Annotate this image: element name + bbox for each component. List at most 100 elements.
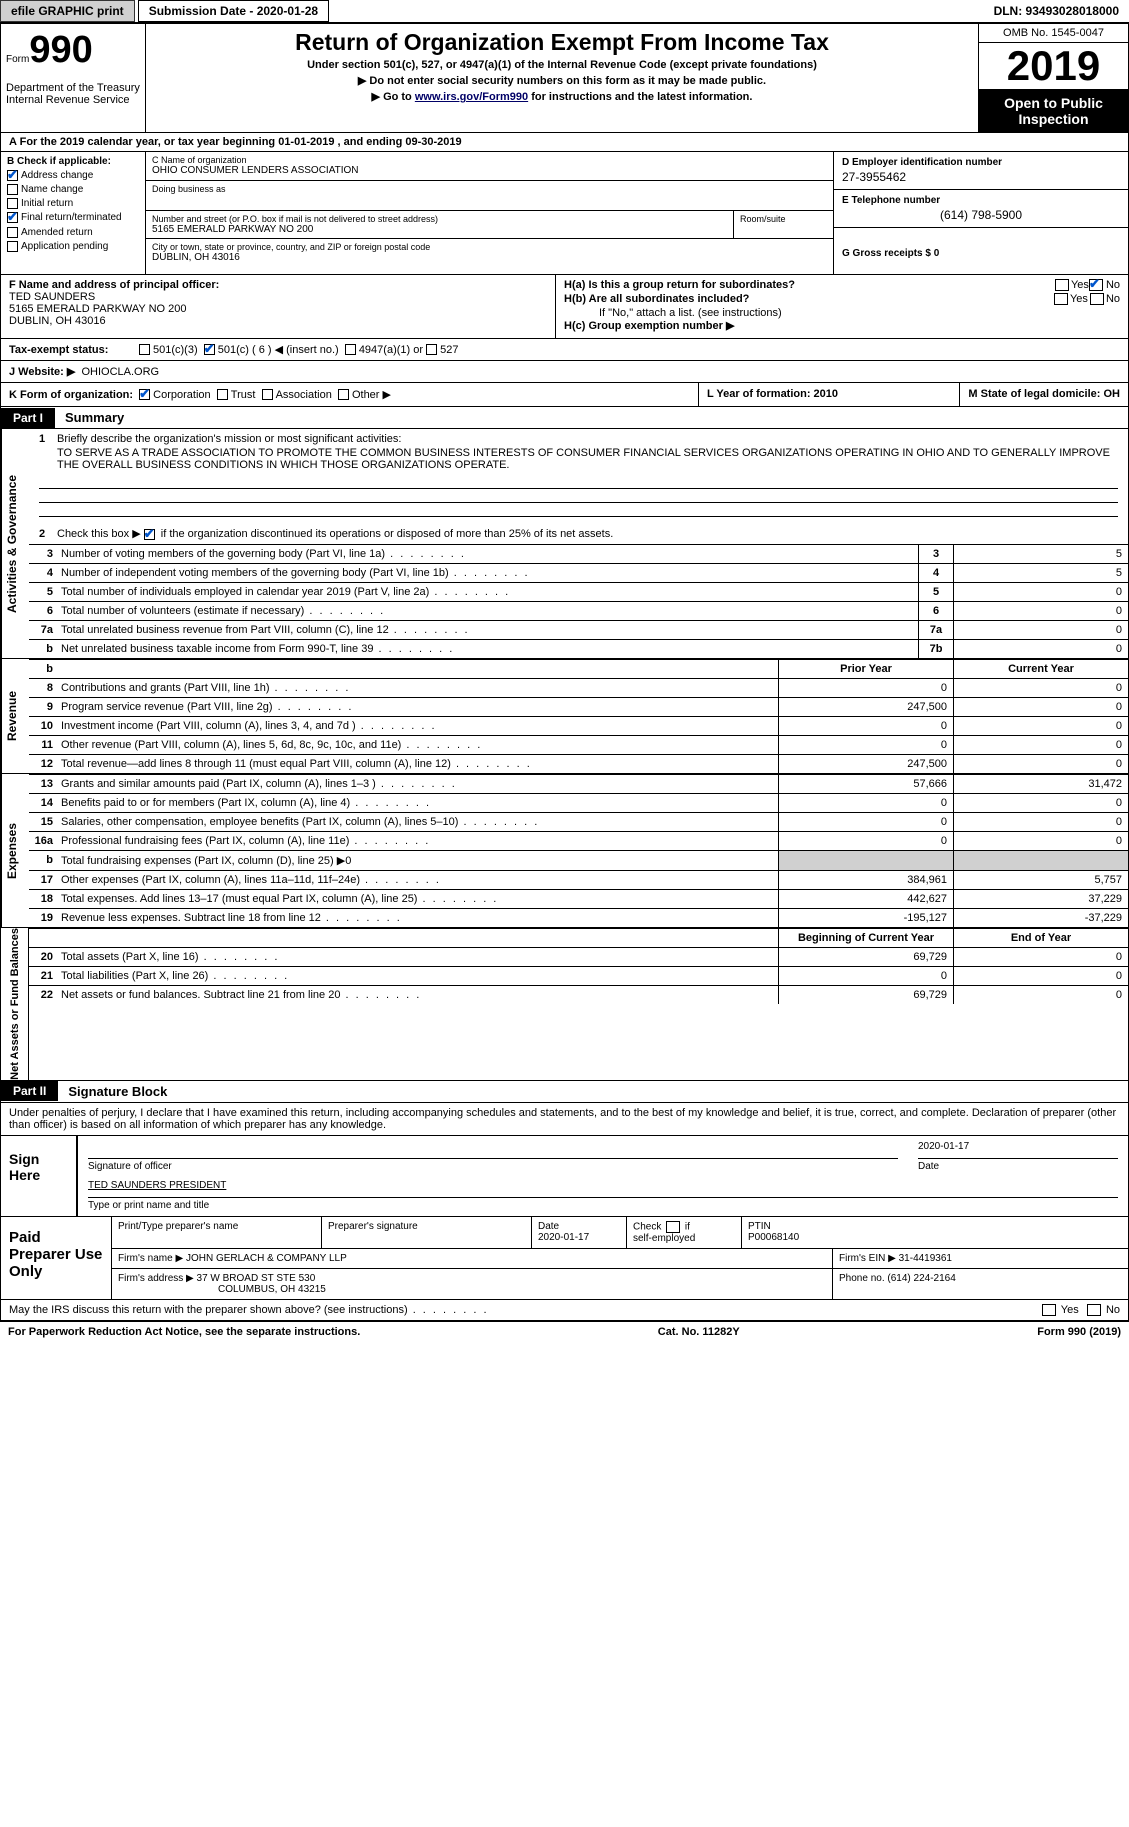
section-k-form-org: K Form of organization: Corporation Trus…	[1, 383, 698, 406]
gov-row-6: 6Total number of volunteers (estimate if…	[29, 601, 1128, 620]
paid-preparer-label: Paid Preparer Use Only	[1, 1217, 111, 1299]
ptin-cell: PTINP00068140	[742, 1217, 1128, 1248]
firm-name-cell: Firm's name ▶ JOHN GERLACH & COMPANY LLP	[112, 1249, 833, 1268]
preparer-signature-cell: Preparer's signature	[322, 1217, 532, 1248]
check-final-return[interactable]	[7, 212, 18, 223]
section-j-website: J Website: ▶ OHIOCLA.ORG	[0, 361, 1129, 383]
gov-row-7b: bNet unrelated business taxable income f…	[29, 639, 1128, 658]
check-application-pending[interactable]	[7, 241, 18, 252]
section-m-state-domicile: M State of legal domicile: OH	[960, 383, 1128, 406]
preparer-name-cell: Print/Type preparer's name	[112, 1217, 322, 1248]
section-k-l-m-row: K Form of organization: Corporation Trus…	[0, 383, 1129, 407]
prior-current-header: b Prior Year Current Year	[29, 659, 1128, 678]
date-label: Date	[918, 1161, 1118, 1172]
signature-date: 2020-01-17	[918, 1141, 1118, 1159]
section-h-group: H(a) Is this a group return for subordin…	[556, 275, 1128, 338]
check-association[interactable]	[262, 389, 273, 400]
check-corporation[interactable]	[139, 389, 150, 400]
officer-sig-label: Signature of officer	[88, 1161, 898, 1172]
room-suite-cell: Room/suite	[733, 211, 833, 238]
ha-no-check[interactable]	[1089, 279, 1103, 291]
efile-print-button[interactable]: efile GRAPHIC print	[0, 0, 135, 22]
irs-discuss-yes[interactable]	[1042, 1304, 1056, 1316]
vtab-revenue: Revenue	[1, 659, 29, 773]
check-501c[interactable]	[204, 344, 215, 355]
data-row-12: 12Total revenue—add lines 8 through 11 (…	[29, 754, 1128, 773]
check-4947[interactable]	[345, 344, 356, 355]
section-l-year-formation: L Year of formation: 2010	[699, 383, 960, 406]
data-row-18: 18Total expenses. Add lines 13–17 (must …	[29, 889, 1128, 908]
form-title: Return of Organization Exempt From Incom…	[151, 29, 973, 56]
tax-year: 2019	[979, 43, 1128, 90]
main-info-section: B Check if applicable: Address change Na…	[0, 152, 1129, 275]
department-label: Department of the Treasury Internal Reve…	[6, 82, 140, 106]
part2-num: Part II	[1, 1081, 58, 1101]
check-self-employed[interactable]	[666, 1221, 680, 1233]
check-name-change[interactable]	[7, 184, 18, 195]
preparer-row-2: Firm's name ▶ JOHN GERLACH & COMPANY LLP…	[112, 1249, 1128, 1269]
data-row-21: 21Total liabilities (Part X, line 26)00	[29, 966, 1128, 985]
check-501c3[interactable]	[139, 344, 150, 355]
check-initial-return[interactable]	[7, 198, 18, 209]
net-assets-section: Net Assets or Fund Balances Beginning of…	[0, 928, 1129, 1081]
hb-no-check[interactable]	[1090, 293, 1104, 305]
data-row-9: 9Program service revenue (Part VIII, lin…	[29, 697, 1128, 716]
begin-end-header: Beginning of Current Year End of Year	[29, 928, 1128, 947]
hb-yes-check[interactable]	[1054, 293, 1068, 305]
firm-address-cell: Firm's address ▶ 37 W BROAD ST STE 530CO…	[112, 1269, 833, 1299]
data-row-11: 11Other revenue (Part VIII, column (A), …	[29, 735, 1128, 754]
ssn-warning: ▶ Do not enter social security numbers o…	[151, 74, 973, 87]
firm-phone-cell: Phone no. (614) 224-2164	[833, 1269, 1128, 1299]
irs-discuss-line: May the IRS discuss this return with the…	[0, 1300, 1129, 1321]
topbar: efile GRAPHIC print Submission Date - 20…	[0, 0, 1129, 23]
vtab-expenses: Expenses	[1, 774, 29, 927]
preparer-row-3: Firm's address ▶ 37 W BROAD ST STE 530CO…	[112, 1269, 1128, 1299]
form-header: Form990 Department of the Treasury Inter…	[0, 23, 1129, 133]
preparer-row-1: Print/Type preparer's name Preparer's si…	[112, 1217, 1128, 1249]
gov-row-5: 5Total number of individuals employed in…	[29, 582, 1128, 601]
data-row-22: 22Net assets or fund balances. Subtract …	[29, 985, 1128, 1004]
line-a-tax-year: A For the 2019 calendar year, or tax yea…	[0, 133, 1129, 152]
section-b-checkboxes: B Check if applicable: Address change Na…	[1, 152, 146, 274]
vtab-net-assets: Net Assets or Fund Balances	[1, 928, 29, 1080]
check-discontinued[interactable]	[144, 529, 155, 540]
part1-title: Summary	[55, 407, 134, 428]
activities-governance-section: Activities & Governance 1Briefly describ…	[0, 429, 1129, 659]
paid-preparer-section: Paid Preparer Use Only Print/Type prepar…	[0, 1217, 1129, 1300]
check-address-change[interactable]	[7, 170, 18, 181]
line-2-checkbox: 2Check this box ▶ if the organization di…	[29, 517, 1128, 544]
org-name-cell: C Name of organization OHIO CONSUMER LEN…	[146, 152, 833, 210]
data-row-17: 17Other expenses (Part IX, column (A), l…	[29, 870, 1128, 889]
data-row-8: 8Contributions and grants (Part VIII, li…	[29, 678, 1128, 697]
city-state-zip-cell: City or town, state or province, country…	[146, 239, 833, 274]
signature-declaration: Under penalties of perjury, I declare th…	[0, 1103, 1129, 1136]
gov-row-7a: 7aTotal unrelated business revenue from …	[29, 620, 1128, 639]
check-other[interactable]	[338, 389, 349, 400]
officer-signature-line[interactable]	[88, 1141, 898, 1159]
footer-left: For Paperwork Reduction Act Notice, see …	[8, 1326, 360, 1338]
check-amended-return[interactable]	[7, 227, 18, 238]
header-right-box: OMB No. 1545-0047 2019 Open to Public In…	[978, 24, 1128, 132]
submission-date: Submission Date - 2020-01-28	[138, 0, 329, 22]
irs-link[interactable]: www.irs.gov/Form990	[415, 91, 528, 103]
street-address-cell: Number and street (or P.O. box if mail i…	[146, 211, 733, 238]
data-row-20: 20Total assets (Part X, line 16)69,7290	[29, 947, 1128, 966]
data-row-10: 10Investment income (Part VIII, column (…	[29, 716, 1128, 735]
section-i-tax-exempt: Tax-exempt status: 501(c)(3) 501(c) ( 6 …	[0, 339, 1129, 361]
check-527[interactable]	[426, 344, 437, 355]
ha-yes-check[interactable]	[1055, 279, 1069, 291]
part2-title: Signature Block	[58, 1081, 177, 1102]
footer-right: Form 990 (2019)	[1037, 1326, 1121, 1338]
part1-header: Part I Summary	[0, 407, 1129, 429]
section-c-org-info: C Name of organization OHIO CONSUMER LEN…	[146, 152, 833, 274]
form-number-990: 990	[29, 29, 92, 71]
section-b-title: B Check if applicable:	[7, 156, 139, 167]
gov-row-4: 4Number of independent voting members of…	[29, 563, 1128, 582]
gov-row-3: 3Number of voting members of the governi…	[29, 544, 1128, 563]
irs-discuss-no[interactable]	[1087, 1304, 1101, 1316]
telephone-cell: E Telephone number (614) 798-5900	[834, 190, 1128, 228]
form-subtitle: Under section 501(c), 527, or 4947(a)(1)…	[151, 59, 973, 71]
header-title-area: Return of Organization Exempt From Incom…	[146, 24, 978, 132]
part2-header: Part II Signature Block	[0, 1081, 1129, 1103]
check-trust[interactable]	[217, 389, 228, 400]
